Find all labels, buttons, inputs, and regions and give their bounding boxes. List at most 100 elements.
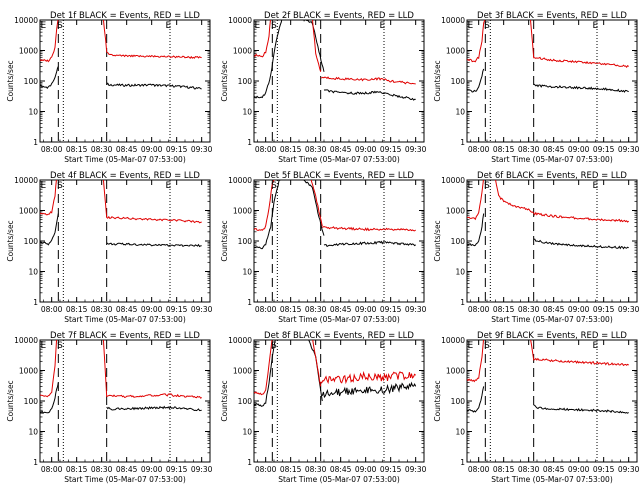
x-tick-label: 08:30 (305, 305, 327, 314)
x-tick-label: 08:45 (116, 305, 138, 314)
lld-series-line (40, 180, 57, 216)
x-axis-label: Start Time (05-Mar-07 07:53:00) (278, 315, 400, 324)
x-tick-label: 08:15 (280, 465, 302, 474)
time-marker-label: E (165, 21, 171, 31)
lld-series-line (40, 340, 58, 398)
y-tick-label: 100 (24, 237, 39, 246)
time-marker-label: E (592, 341, 598, 351)
y-tick-label: 1 (33, 458, 38, 467)
x-tick-label: 08:45 (330, 305, 352, 314)
y-tick-label: 10000 (441, 176, 465, 185)
events-series-line (254, 180, 325, 250)
chart-title: Det 3f BLACK = Events, RED = LLD (477, 11, 627, 21)
y-tick-label: 10 (28, 428, 38, 437)
time-marker-label: E (165, 341, 171, 351)
chart-title: Det 1f BLACK = Events, RED = LLD (50, 11, 200, 21)
lld-series-line (40, 20, 59, 63)
events-series-line (40, 382, 59, 414)
y-tick-label: 100 (451, 397, 466, 406)
chart-panel: Det 4f BLACK = Events, RED = LLD 1 10 100 10… (6, 171, 213, 324)
x-tick-label: 09:15 (593, 145, 615, 154)
x-tick-label: 09:15 (380, 465, 402, 474)
lld-series-line (102, 340, 202, 399)
plot-frame (466, 339, 638, 463)
x-tick-label: 08:00 (255, 305, 277, 314)
y-tick-label: 100 (24, 397, 39, 406)
x-tick-label: 08:30 (91, 145, 113, 154)
y-axis-label: Counts/sec (6, 220, 15, 261)
chart-title: Det 7f BLACK = Events, RED = LLD (50, 331, 200, 341)
x-tick-label: 08:45 (330, 465, 352, 474)
time-marker-label: E (379, 341, 385, 351)
x-tick-label: 09:15 (593, 465, 615, 474)
x-tick-label: 09:15 (166, 465, 188, 474)
y-tick-label: 1 (460, 298, 465, 307)
y-tick-label: 10000 (14, 336, 38, 345)
y-tick-label: 10 (28, 108, 38, 117)
y-tick-label: 10000 (14, 16, 38, 25)
y-tick-label: 1 (460, 458, 465, 467)
y-tick-label: 1000 (446, 367, 465, 376)
lld-series-line (467, 20, 486, 63)
x-tick-label: 08:15 (66, 145, 88, 154)
y-axis-label: Counts/sec (220, 380, 229, 421)
plot-frame (253, 19, 425, 143)
x-tick-label: 08:45 (543, 145, 565, 154)
x-tick-label: 09:30 (618, 465, 640, 474)
y-tick-label: 100 (238, 77, 253, 86)
x-axis-label: Start Time (05-Mar-07 07:53:00) (64, 315, 186, 324)
x-tick-label: 08:45 (116, 465, 138, 474)
time-marker-label: E (165, 181, 171, 191)
x-tick-label: 09:30 (405, 305, 427, 314)
lld-series-line (254, 180, 323, 232)
plot-frame (39, 19, 211, 143)
x-tick-label: 08:30 (91, 305, 113, 314)
chart-panel: Det 6f BLACK = Events, RED = LLD 1 10 100 10… (433, 171, 640, 324)
y-tick-label: 100 (238, 397, 253, 406)
x-tick-label: 08:15 (493, 145, 515, 154)
lld-series-line (102, 180, 202, 224)
x-tick-label: 09:30 (191, 465, 213, 474)
x-tick-label: 08:45 (116, 145, 138, 154)
time-marker-label: S (484, 21, 490, 31)
time-marker-label: E (467, 341, 473, 351)
lld-series-line (254, 20, 322, 72)
x-tick-label: 08:00 (468, 465, 490, 474)
x-tick-label: 09:30 (618, 145, 640, 154)
x-tick-label: 08:15 (280, 305, 302, 314)
x-tick-label: 08:00 (41, 145, 63, 154)
x-tick-label: 09:00 (141, 465, 163, 474)
lld-series-line (467, 180, 484, 221)
y-tick-label: 10 (455, 268, 465, 277)
x-tick-label: 08:00 (255, 145, 277, 154)
x-tick-label: 09:15 (593, 305, 615, 314)
time-marker-label: S (271, 181, 277, 191)
lld-series-line (320, 76, 416, 85)
x-tick-label: 08:45 (543, 465, 565, 474)
x-tick-label: 09:30 (191, 145, 213, 154)
time-marker-label: S (57, 181, 63, 191)
x-tick-label: 09:15 (380, 305, 402, 314)
x-tick-label: 09:00 (355, 145, 377, 154)
events-series-line (323, 240, 416, 248)
time-marker-label: S (57, 21, 63, 31)
chart-panel: Det 1f BLACK = Events, RED = LLD 1 10 100 10… (6, 11, 213, 164)
y-tick-label: 1000 (233, 207, 252, 216)
x-tick-label: 08:15 (493, 465, 515, 474)
events-series-line (254, 20, 325, 99)
y-tick-label: 100 (451, 237, 466, 246)
y-axis-label: Counts/sec (433, 60, 442, 101)
x-tick-label: 08:30 (518, 465, 540, 474)
lld-series-line (320, 370, 417, 385)
lld-series-line (530, 340, 629, 367)
y-tick-label: 1000 (233, 367, 252, 376)
time-marker-label: E (467, 21, 473, 31)
x-tick-label: 08:30 (91, 465, 113, 474)
events-series-line (533, 83, 629, 93)
x-tick-label: 09:15 (166, 305, 188, 314)
events-series-line (533, 404, 629, 414)
y-tick-label: 100 (24, 77, 39, 86)
plot-frame (39, 339, 211, 463)
x-tick-label: 08:15 (280, 145, 302, 154)
y-tick-label: 10000 (228, 336, 252, 345)
